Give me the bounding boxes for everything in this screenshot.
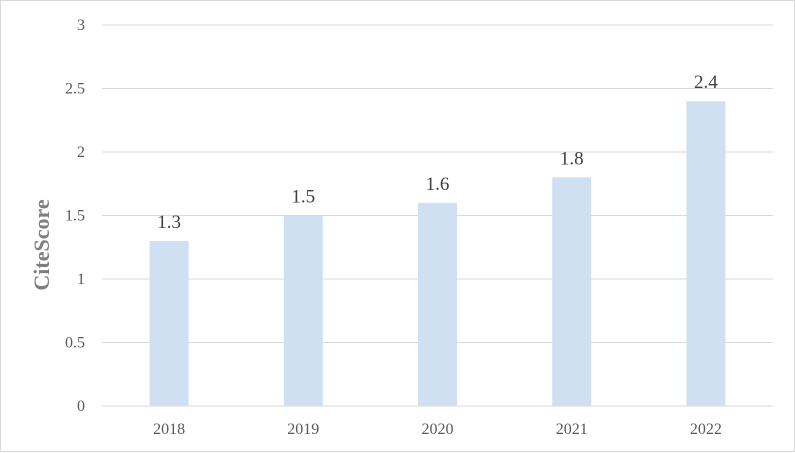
y-tick-label: 2 bbox=[77, 144, 85, 161]
x-tick-label-2022: 2022 bbox=[690, 421, 722, 438]
y-axis-ticks: 0 0.5 1 1.5 2 2.5 3 bbox=[65, 17, 85, 415]
bar-2018 bbox=[149, 240, 189, 406]
bar-2022 bbox=[686, 101, 726, 406]
y-axis-title: CiteScore bbox=[29, 199, 54, 290]
x-axis-ticks: 2018 2019 2020 2021 2022 bbox=[153, 421, 722, 438]
bars bbox=[149, 101, 726, 406]
data-label-2022: 2.4 bbox=[694, 72, 718, 93]
y-tick-label: 0 bbox=[77, 398, 85, 415]
bar-2021 bbox=[552, 177, 592, 406]
data-labels: 1.3 1.5 1.6 1.8 2.4 bbox=[157, 72, 718, 233]
data-label-2019: 1.5 bbox=[291, 187, 315, 208]
data-label-2018: 1.3 bbox=[157, 212, 181, 233]
y-tick-label: 1 bbox=[77, 271, 85, 288]
x-tick-label-2018: 2018 bbox=[153, 421, 185, 438]
y-tick-label: 3 bbox=[77, 17, 85, 34]
x-tick-label-2020: 2020 bbox=[422, 421, 454, 438]
y-tick-label: 1.5 bbox=[65, 208, 85, 225]
bar-2020 bbox=[418, 202, 457, 406]
y-tick-label: 2.5 bbox=[65, 81, 85, 98]
data-label-2020: 1.6 bbox=[426, 174, 450, 195]
data-label-2021: 1.8 bbox=[560, 148, 584, 169]
x-tick-label-2021: 2021 bbox=[556, 421, 588, 438]
x-tick-label-2019: 2019 bbox=[287, 421, 319, 438]
bar-2019 bbox=[283, 215, 323, 406]
y-tick-label: 0.5 bbox=[65, 335, 85, 352]
